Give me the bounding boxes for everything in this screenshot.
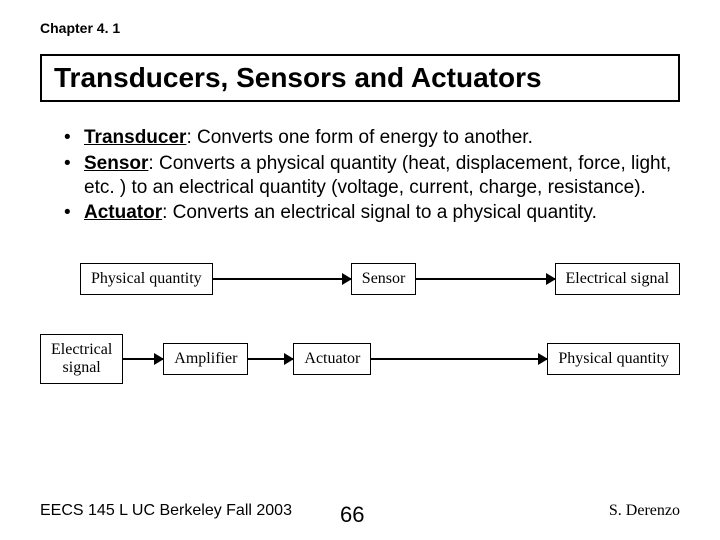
arrow-icon [416,278,554,280]
footer-author: S. Derenzo [609,502,680,520]
bullet-list: Transducer: Converts one form of energy … [40,126,680,225]
bullet-text: : Converts a physical quantity (heat, di… [84,153,671,198]
bullet-item: Actuator: Converts an electrical signal … [64,201,680,225]
arrow-icon [248,358,293,360]
bullet-item: Transducer: Converts one form of energy … [64,126,680,150]
title-box: Transducers, Sensors and Actuators [40,54,680,102]
page-number: 66 [340,502,364,528]
flow-box-electrical-signal: Electrical signal [555,263,681,295]
flow-box-physical-quantity: Physical quantity [80,263,213,295]
arrow-icon [371,358,547,360]
flow-actuator: Electrical signal Amplifier Actuator Phy… [40,333,680,385]
flow-box-physical-quantity: Physical quantity [547,343,680,375]
bullet-item: Sensor: Converts a physical quantity (he… [64,152,680,200]
arrow-icon [123,358,163,360]
flow-box-actuator: Actuator [293,343,371,375]
page-title: Transducers, Sensors and Actuators [54,62,666,94]
bullet-text: : Converts an electrical signal to a phy… [162,202,597,223]
flow-box-amplifier: Amplifier [163,343,248,375]
diagrams: Physical quantity Sensor Electrical sign… [40,253,680,385]
chapter-label: Chapter 4. 1 [40,20,680,36]
flow-sensor: Physical quantity Sensor Electrical sign… [40,253,680,305]
flow-box-electrical-signal: Electrical signal [40,334,123,383]
bullet-term: Actuator [84,202,162,223]
footer-course: EECS 145 L UC Berkeley Fall 2003 [40,502,292,520]
flow-box-sensor: Sensor [351,263,417,295]
arrow-icon [213,278,351,280]
bullet-term: Transducer [84,127,186,148]
footer: EECS 145 L UC Berkeley Fall 2003 66 S. D… [40,502,680,520]
bullet-term: Sensor [84,153,148,174]
bullet-text: : Converts one form of energy to another… [186,127,532,148]
